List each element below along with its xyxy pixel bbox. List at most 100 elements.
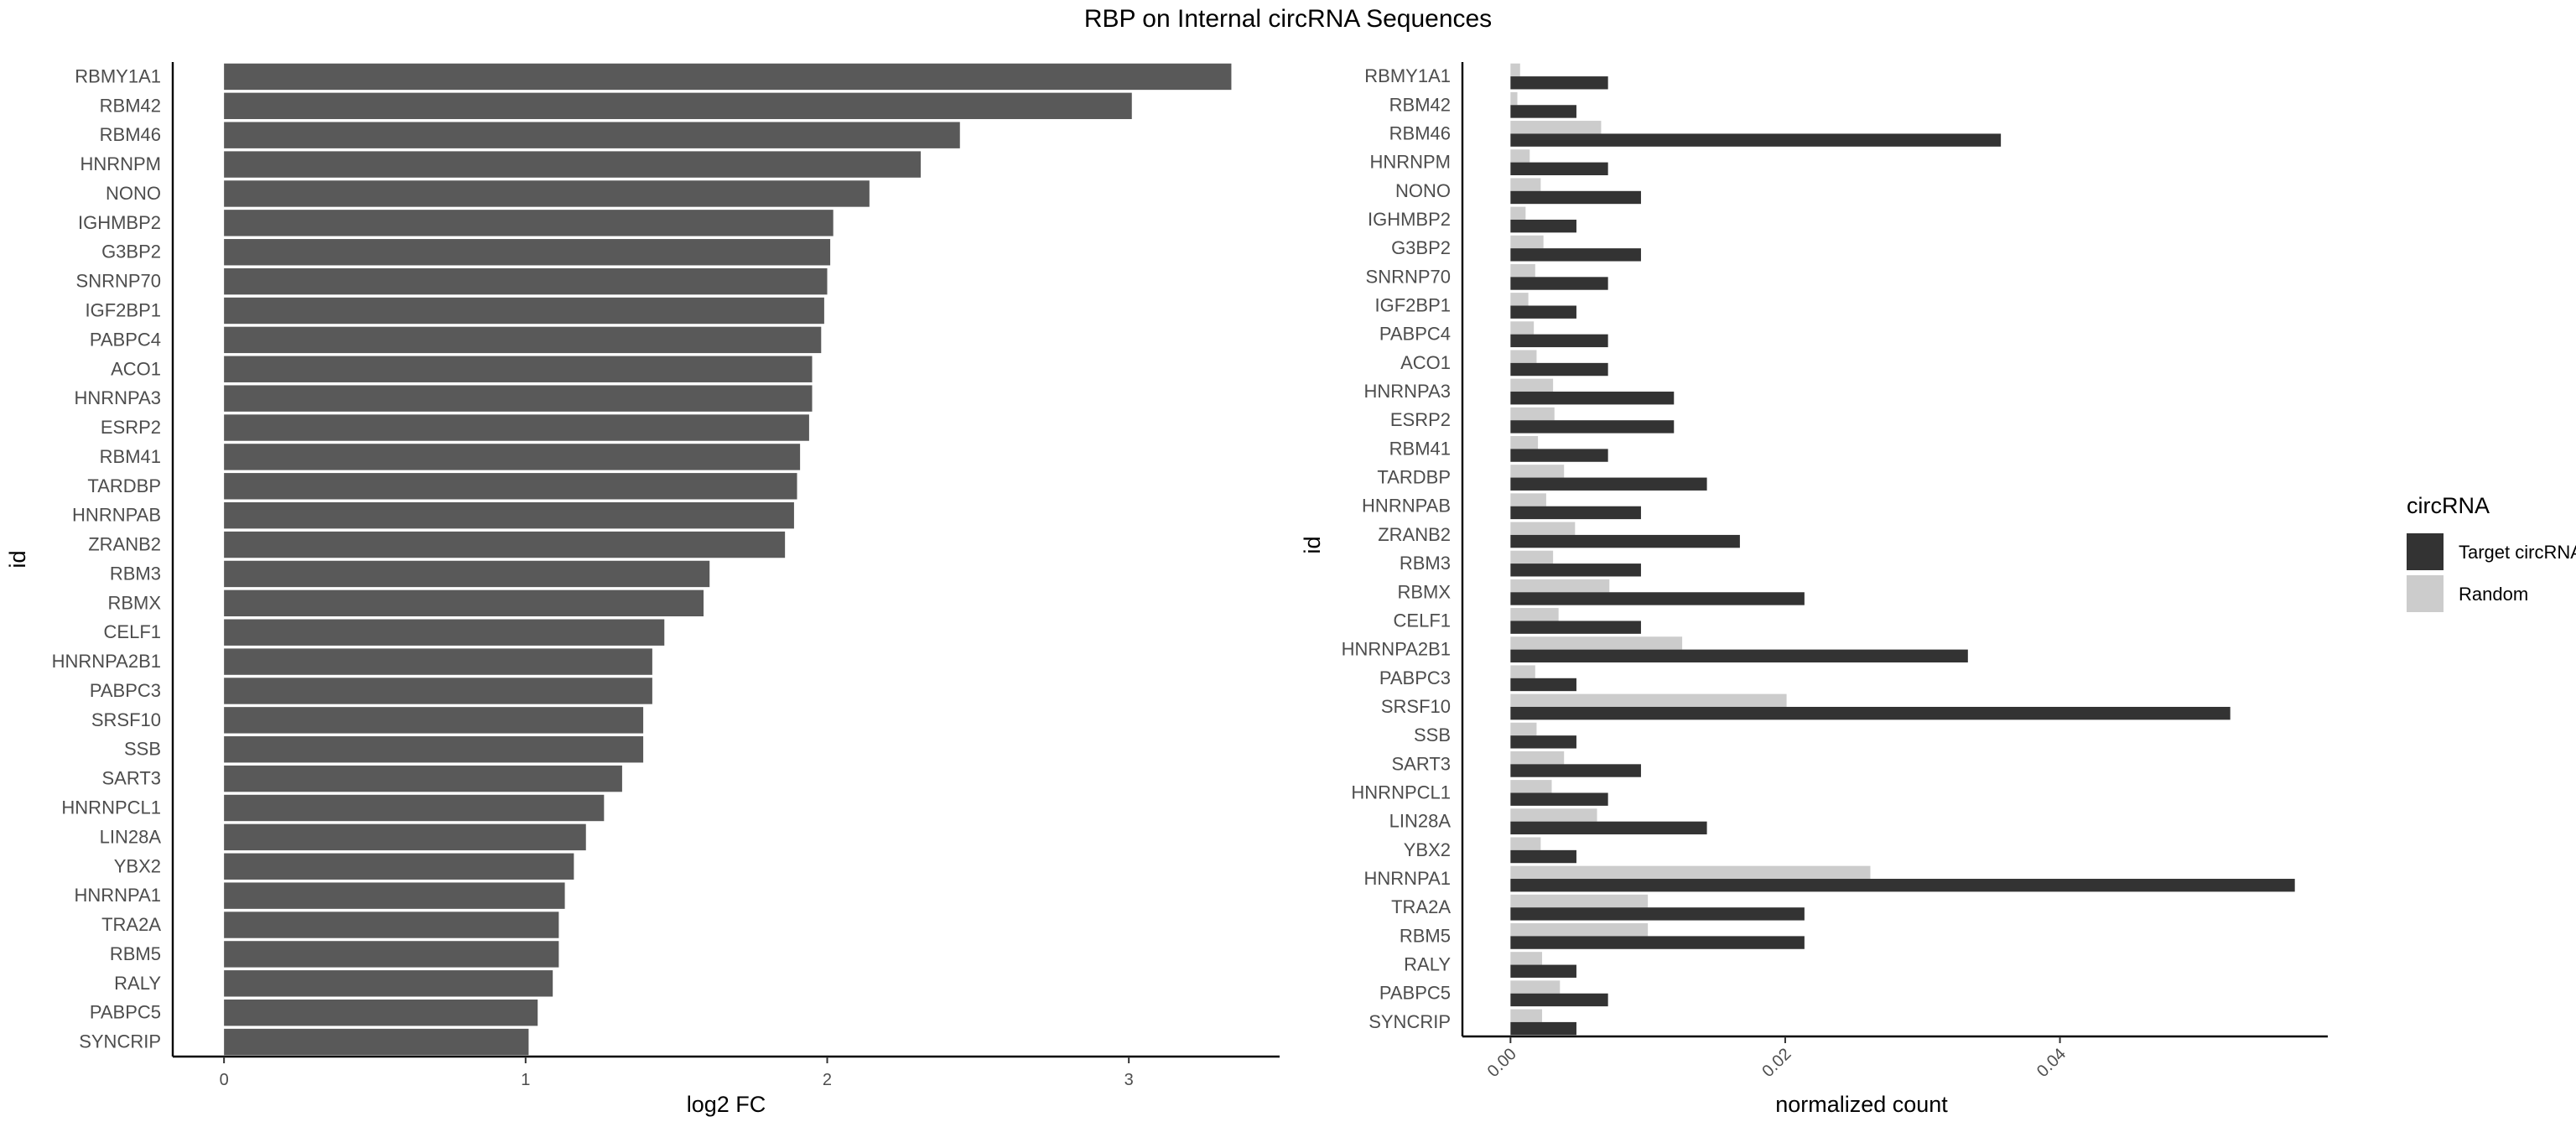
bar-target-syncrip [1510,1021,1576,1036]
category-label-rbm46: RBM46 [100,124,161,145]
bar-ybx2 [224,853,574,880]
bar-target-hnrnpa3 [1510,392,1675,405]
bar-aco1 [224,356,813,382]
bar-target-sart3 [1510,764,1641,777]
bar-target-ssb [1510,735,1576,749]
legend: circRNA Target circRNAs Random [2407,493,2576,612]
category-label-hnrnpa2b1: HNRNPA2B1 [52,651,161,672]
category-label-rbmx: RBMX [1397,581,1451,602]
bar-pabpc4 [224,326,822,354]
category-label-hnrnpa2b1: HNRNPA2B1 [1342,639,1451,660]
legend-swatch-random [2407,575,2444,612]
right-bars [1510,63,2295,1036]
bar-target-pabpc4 [1510,334,1608,348]
bar-random-hnrnpa3 [1510,378,1554,392]
bar-target-rbm3 [1510,564,1641,577]
category-label-rbm5: RBM5 [110,943,161,964]
bar-target-rbm42 [1510,105,1576,118]
category-label-g3bp2: G3BP2 [101,242,161,262]
category-label-hnrnpa3: HNRNPA3 [1363,381,1451,402]
category-label-tardbp: TARDBP [1377,467,1451,488]
category-label-aco1: ACO1 [111,358,161,379]
bar-rbm42 [224,92,1132,120]
right-x-ticks: 0.00 0.02 0.04 [1484,1036,2070,1081]
bar-random-celf1 [1510,608,1559,621]
bar-lin28a [224,823,586,851]
category-label-rbm5: RBM5 [1400,925,1451,946]
category-label-pabpc4: PABPC4 [90,329,161,350]
category-label-hnrnpcl1: HNRNPCL1 [61,797,161,818]
bar-random-zranb2 [1510,522,1576,535]
bar-target-hnrnpa1 [1510,879,2295,892]
bar-zranb2 [224,531,786,558]
category-label-rbm3: RBM3 [1400,553,1451,574]
category-label-rbm41: RBM41 [1389,438,1451,459]
category-label-syncrip: SYNCRIP [79,1031,161,1052]
category-label-hnrnpa1: HNRNPA1 [74,885,161,906]
bar-random-rbmx [1510,579,1610,593]
bar-rbmx [224,589,704,617]
bar-hnrnpcl1 [224,794,605,822]
bar-target-pabpc3 [1510,678,1576,692]
category-label-rbm46: RBM46 [1389,122,1451,143]
bar-random-hnrnpa2b1 [1510,636,1683,650]
bar-tardbp [224,473,797,500]
bar-random-igf2bp1 [1510,293,1529,306]
bar-target-zranb2 [1510,534,1740,548]
bar-hnrnpa1 [224,882,565,909]
bar-target-ighmbp2 [1510,219,1576,233]
bar-target-tardbp [1510,477,1707,491]
category-label-rbmy1a1: RBMY1A1 [75,65,161,86]
bar-random-aco1 [1510,350,1537,363]
bar-pabpc5 [224,999,538,1026]
bar-target-tra2a [1510,907,1805,921]
bar-random-esrp2 [1510,407,1555,421]
legend-title: circRNA [2407,493,2490,518]
category-label-tardbp: TARDBP [87,475,161,496]
left-category-labels: RBMY1A1 RBM42 RBM46 HNRNPM NONO IGHMBP2 G3BP2 S… [52,65,162,1052]
bar-random-ighmbp2 [1510,206,1526,220]
bar-rbmy1a1 [224,63,1232,91]
category-label-nono: NONO [1395,180,1451,201]
bar-target-rbmx [1510,592,1805,605]
bar-random-rbm42 [1510,91,1518,106]
legend-swatch-target-circrnas [2407,533,2444,570]
bar-hnrnpa3 [224,385,813,412]
category-label-rbm41: RBM41 [100,446,161,467]
category-label-celf1: CELF1 [1394,610,1451,631]
x-tick-label: 2 [823,1071,832,1089]
x-tick-label: 1 [521,1071,530,1089]
category-label-ighmbp2: IGHMBP2 [1368,209,1451,230]
category-label-raly: RALY [114,973,161,994]
bar-random-pabpc3 [1510,665,1535,678]
category-label-igf2bp1: IGF2BP1 [86,300,161,321]
bar-target-hnrnpcl1 [1510,792,1608,806]
bar-ssb [224,736,644,763]
bar-random-hnrnpm [1510,149,1530,163]
bar-esrp2 [224,414,809,441]
bar-random-nono [1510,178,1541,191]
x-tick-label: 0 [220,1071,229,1089]
bar-target-celf1 [1510,621,1641,634]
category-label-zranb2: ZRANB2 [1378,524,1451,545]
left-x-axis-title: log2 FC [687,1092,766,1117]
left-panel-log2fc: RBMY1A1 RBM42 RBM46 HNRNPM NONO IGHMBP2 G3BP2 S… [5,62,1280,1117]
category-label-ybx2: YBX2 [114,855,161,876]
bar-random-hnrnpa1 [1510,865,1871,880]
bar-target-aco1 [1510,362,1608,377]
category-label-hnrnpm: HNRNPM [1369,152,1451,173]
bar-srsf10 [224,707,644,734]
category-label-rbm3: RBM3 [110,563,161,584]
x-tick-label: 0.02 [1758,1045,1794,1081]
category-label-rbm42: RBM42 [1389,94,1451,115]
category-label-pabpc5: PABPC5 [90,1002,161,1023]
bar-random-rbm46 [1510,121,1602,134]
bar-sart3 [224,765,622,792]
category-label-esrp2: ESRP2 [1390,409,1451,430]
bar-random-tardbp [1510,465,1565,478]
category-label-tra2a: TRA2A [1391,896,1451,917]
category-label-zranb2: ZRANB2 [88,534,161,555]
bar-target-srsf10 [1510,706,2231,720]
bar-target-lin28a [1510,821,1707,835]
bar-random-rbm3 [1510,550,1554,564]
